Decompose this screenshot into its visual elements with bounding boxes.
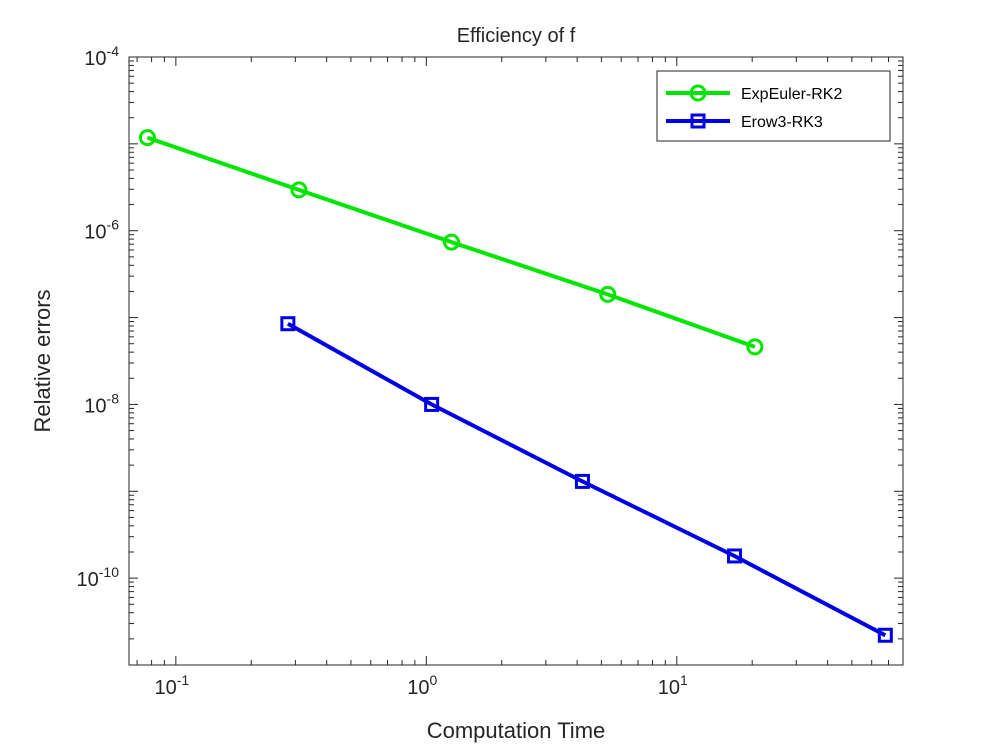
x-minor-ticks	[136, 57, 889, 665]
data-point-erow3-rk3	[424, 396, 440, 412]
legend: ExpEuler-RK2 Erow3-RK3	[656, 70, 891, 142]
series-layer	[138, 129, 893, 643]
y-tick-label: 10-4	[84, 43, 119, 70]
chart-title: Efficiency of f	[457, 25, 576, 47]
legend-label-erow3-rk3: Erow3-RK3	[741, 114, 823, 131]
series-line-erow3-rk3	[286, 321, 887, 638]
plot-area	[128, 56, 904, 666]
data-point-expeuler-rk2	[599, 285, 617, 303]
data-point-expeuler-rk2	[442, 233, 460, 251]
y-axis-label: Relative errors	[30, 289, 55, 432]
data-point-erow3-rk3	[280, 316, 296, 332]
data-point-expeuler-rk2	[290, 181, 308, 199]
y-tick-label: 10-10	[77, 564, 120, 591]
series-line-expeuler-rk2	[146, 135, 756, 349]
legend-swatch-expeuler-marker	[689, 84, 707, 102]
y-major-ticks: 10-4 10-6 10-8 10-10	[77, 43, 903, 666]
data-point-expeuler-rk2	[746, 338, 764, 356]
x-tick-label: 101	[658, 672, 688, 699]
data-point-expeuler-rk2	[138, 129, 156, 147]
data-point-erow3-rk3	[727, 548, 743, 564]
legend-swatch-erow3-marker	[690, 113, 706, 129]
legend-label-expeuler-rk2: ExpEuler-RK2	[741, 86, 842, 103]
x-major-ticks: 10-1 100 101	[155, 57, 688, 699]
x-tick-label: 100	[407, 672, 437, 699]
y-tick-label: 10-8	[84, 390, 119, 417]
y-minor-ticks	[129, 60, 903, 640]
x-tick-label: 10-1	[155, 672, 190, 699]
legend-box	[656, 70, 891, 142]
data-point-erow3-rk3	[574, 473, 590, 489]
y-tick-label: 10-6	[84, 217, 119, 244]
data-point-erow3-rk3	[877, 627, 893, 643]
x-axis-label: Computation Time	[427, 718, 606, 743]
